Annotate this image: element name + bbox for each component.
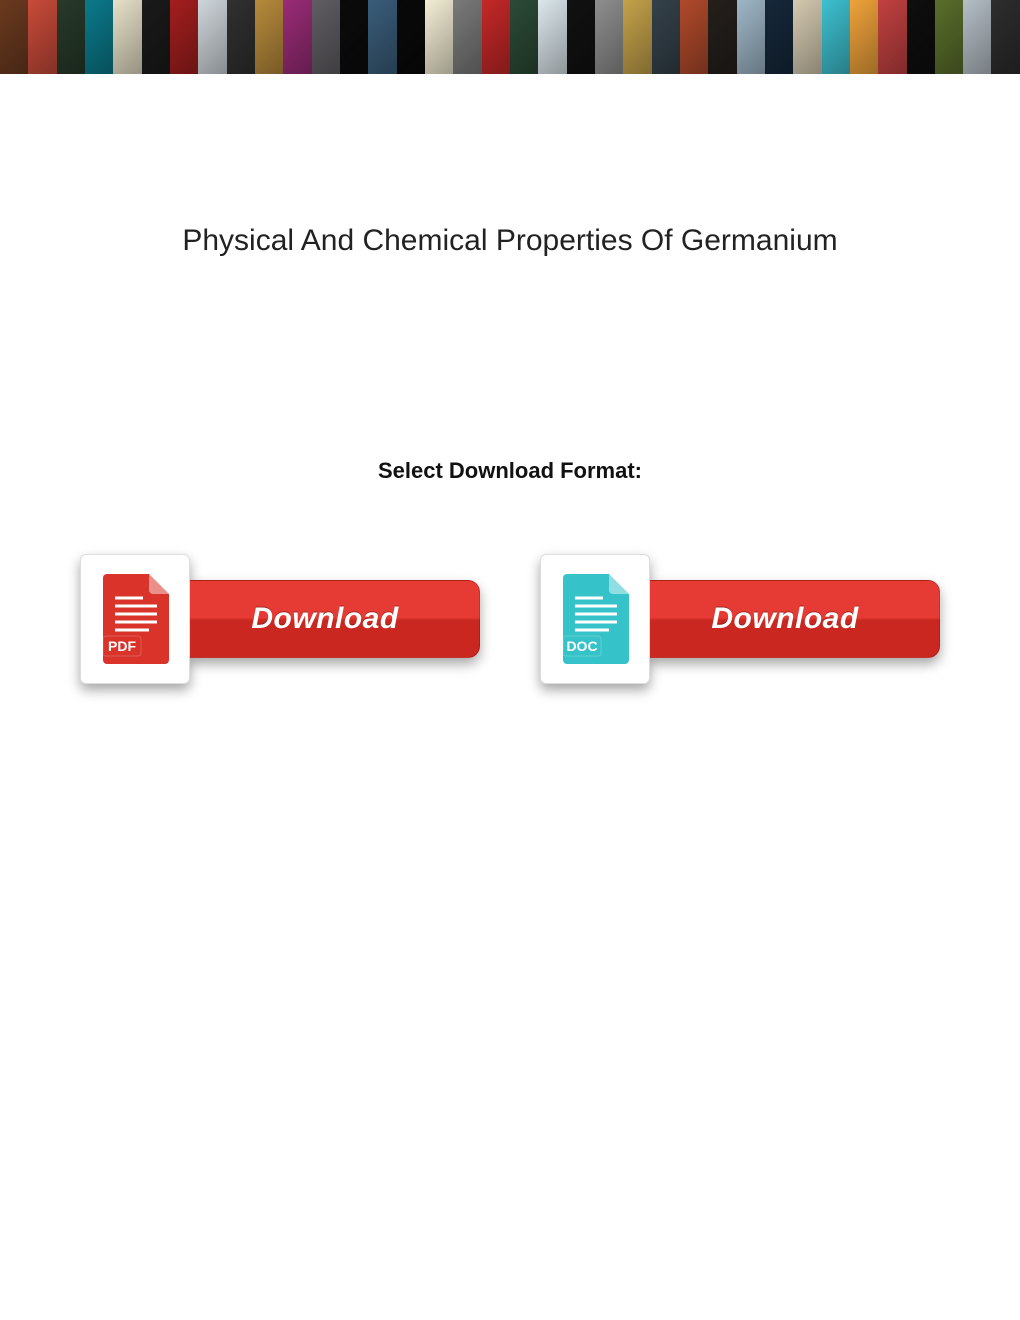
thumbnail-banner bbox=[0, 0, 1020, 74]
banner-tile bbox=[595, 0, 623, 74]
download-doc-button[interactable]: Download bbox=[630, 580, 940, 658]
banner-tile bbox=[57, 0, 85, 74]
banner-tile bbox=[708, 0, 736, 74]
banner-tile bbox=[963, 0, 991, 74]
banner-tile bbox=[85, 0, 113, 74]
banner-tile bbox=[567, 0, 595, 74]
banner-tile bbox=[340, 0, 368, 74]
banner-tile bbox=[680, 0, 708, 74]
banner-tile bbox=[425, 0, 453, 74]
banner-tile bbox=[935, 0, 963, 74]
banner-tile bbox=[737, 0, 765, 74]
download-pdf[interactable]: PDF Download bbox=[80, 554, 480, 684]
banner-tile bbox=[227, 0, 255, 74]
download-pdf-button[interactable]: Download bbox=[170, 580, 480, 658]
banner-tile bbox=[538, 0, 566, 74]
download-buttons-row: PDF Download DOC bbox=[0, 554, 1020, 684]
select-format-label: Select Download Format: bbox=[0, 458, 1020, 484]
banner-tile bbox=[170, 0, 198, 74]
banner-tile bbox=[283, 0, 311, 74]
banner-tile bbox=[368, 0, 396, 74]
banner-tile bbox=[482, 0, 510, 74]
banner-tile bbox=[907, 0, 935, 74]
banner-tile bbox=[113, 0, 141, 74]
banner-tile bbox=[991, 0, 1019, 74]
banner-tile bbox=[510, 0, 538, 74]
banner-tile bbox=[453, 0, 481, 74]
banner-tile bbox=[850, 0, 878, 74]
download-label: Download bbox=[251, 602, 398, 636]
doc-file-icon: DOC bbox=[540, 554, 650, 684]
banner-tile bbox=[28, 0, 56, 74]
banner-tile bbox=[652, 0, 680, 74]
download-doc[interactable]: DOC Download bbox=[540, 554, 940, 684]
pdf-file-icon: PDF bbox=[80, 554, 190, 684]
banner-tile bbox=[793, 0, 821, 74]
banner-tile bbox=[198, 0, 226, 74]
banner-tile bbox=[0, 0, 28, 74]
download-label: Download bbox=[711, 602, 858, 636]
banner-tile bbox=[397, 0, 425, 74]
banner-tile bbox=[765, 0, 793, 74]
banner-tile bbox=[312, 0, 340, 74]
svg-text:DOC: DOC bbox=[566, 638, 597, 654]
page-title: Physical And Chemical Properties Of Germ… bbox=[0, 224, 1020, 258]
banner-tile bbox=[623, 0, 651, 74]
banner-tile bbox=[142, 0, 170, 74]
svg-text:PDF: PDF bbox=[108, 638, 136, 654]
banner-tile bbox=[255, 0, 283, 74]
banner-tile bbox=[878, 0, 906, 74]
banner-tile bbox=[822, 0, 850, 74]
